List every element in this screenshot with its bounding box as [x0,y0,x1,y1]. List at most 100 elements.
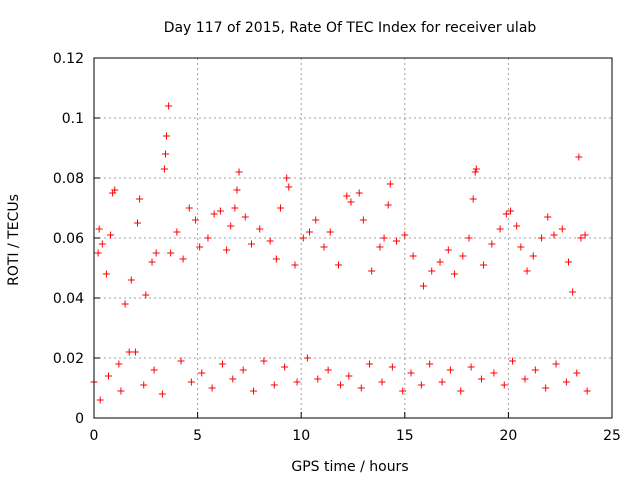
data-point-0-87 [575,153,583,161]
data-point-0-125 [467,363,475,371]
data-point-0-94 [140,381,148,389]
data-point-0-97 [177,357,185,365]
x-tick-label-5: 25 [603,428,621,444]
x-tick-label-1: 5 [193,428,202,444]
x-tick-label-0: 0 [90,428,99,444]
data-point-0-79 [523,267,531,275]
data-point-0-109 [303,354,311,362]
data-point-0-11 [131,348,139,356]
data-point-0-53 [359,216,367,224]
data-point-0-62 [419,282,427,290]
data-point-0-92 [117,387,125,395]
data-point-0-59 [393,237,401,245]
data-point-0-107 [281,363,289,371]
data-point-0-22 [173,228,181,236]
data-point-0-70 [471,168,479,176]
data-point-0-21 [167,249,175,257]
data-point-0-85 [564,258,572,266]
x-tick-label-3: 15 [396,428,414,444]
data-point-0-71 [472,165,480,173]
y-tick-label-4: 0.08 [53,171,84,187]
data-point-0-49 [334,261,342,269]
data-point-0-39 [272,255,280,263]
data-point-0-40 [276,204,284,212]
data-point-0-28 [210,210,218,218]
y-tick-label-3: 0.06 [53,231,84,247]
data-point-0-41 [283,174,291,182]
data-point-0-1 [94,249,102,257]
data-point-0-105 [260,357,268,365]
data-point-0-66 [451,270,459,278]
data-point-0-121 [426,360,434,368]
y-tick-label-0: 0 [75,411,84,427]
data-point-0-18 [161,150,169,158]
data-point-0-133 [552,360,560,368]
data-point-0-119 [407,369,415,377]
data-point-0-47 [320,243,328,251]
data-point-0-86 [569,288,577,296]
data-point-0-127 [490,369,498,377]
data-point-0-8 [115,360,123,368]
x-axis-label: GPS time / hours [291,459,408,475]
data-point-0-38 [266,237,274,245]
data-point-0-2 [95,225,103,233]
data-point-0-99 [198,369,206,377]
data-point-0-123 [446,366,454,374]
data-point-0-117 [388,363,396,371]
data-point-0-55 [376,243,384,251]
data-point-0-72 [480,261,488,269]
data-point-0-124 [457,387,465,395]
data-point-0-126 [477,375,485,383]
y-tick-label-5: 0.1 [62,111,84,127]
data-point-0-100 [208,384,216,392]
data-point-0-43 [291,261,299,269]
data-point-0-102 [229,375,237,383]
data-point-0-37 [256,225,264,233]
y-tick-label-1: 0.02 [53,351,84,367]
data-point-0-15 [148,258,156,266]
data-point-0-46 [312,216,320,224]
x-tick-label-2: 10 [292,428,310,444]
data-point-0-128 [500,381,508,389]
data-point-0-130 [521,375,529,383]
data-point-0-19 [163,132,171,140]
data-point-0-113 [345,372,353,380]
data-point-0-29 [216,207,224,215]
data-point-0-7 [111,186,119,194]
data-point-0-91 [105,372,113,380]
data-point-0-60 [401,231,409,239]
data-point-0-44 [299,234,307,242]
data-point-0-3 [98,240,106,248]
data-point-0-101 [218,360,226,368]
data-point-0-122 [438,378,446,386]
data-point-0-95 [150,366,158,374]
data-point-0-106 [270,381,278,389]
data-point-0-103 [239,366,247,374]
data-point-0-61 [409,252,417,260]
data-point-0-52 [355,189,363,197]
data-point-0-12 [134,219,142,227]
data-point-0-51 [347,198,355,206]
data-point-0-45 [305,228,313,236]
data-point-0-65 [444,246,452,254]
data-point-0-135 [573,369,581,377]
data-point-0-50 [343,192,351,200]
data-point-0-81 [538,234,546,242]
data-point-0-83 [550,231,558,239]
data-point-0-111 [324,366,332,374]
y-tick-label-6: 0.12 [53,51,84,67]
data-point-0-118 [399,387,407,395]
data-point-0-27 [204,234,212,242]
data-point-0-32 [231,204,239,212]
data-point-0-54 [368,267,376,275]
data-point-0-82 [544,213,552,221]
data-point-0-58 [386,180,394,188]
data-point-0-131 [531,366,539,374]
data-point-0-134 [562,378,570,386]
data-point-0-20 [165,102,173,110]
data-point-0-9 [121,300,129,308]
data-point-0-116 [378,378,386,386]
data-point-0-17 [160,165,168,173]
